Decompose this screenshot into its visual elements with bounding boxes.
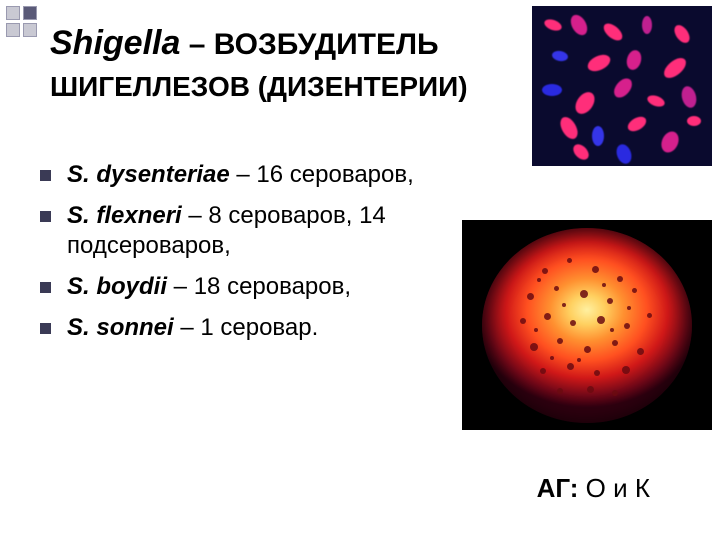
species-text: S. sonnei – 1 серовар.	[67, 313, 318, 344]
slide-title: Shigella – ВОЗБУДИТЕЛЬ ШИГЕЛЛЕЗОВ (ДИЗЕН…	[50, 22, 520, 104]
species-item: S. boydii – 18 сероваров,	[40, 272, 450, 303]
petri-dish-image	[462, 220, 712, 430]
species-name: S. dysenteriae	[67, 161, 230, 188]
species-text: S. flexneri – 8 сероваров, 14 подсеровар…	[67, 201, 450, 262]
microscopy-image	[532, 6, 712, 166]
species-item: S. dysenteriae – 16 сероваров,	[40, 160, 450, 191]
title-rest1: ВОЗБУДИТЕЛЬ	[214, 28, 439, 61]
footer-label: АГ:	[537, 473, 579, 503]
species-item: S. sonnei – 1 серовар.	[40, 313, 450, 344]
species-name: S. flexneri	[67, 202, 182, 229]
title-genus: Shigella	[50, 24, 180, 62]
species-serovars: – 18 сероваров,	[167, 273, 351, 300]
slide-corner-decoration	[6, 6, 37, 37]
footer-value: О и К	[578, 473, 650, 503]
bullet-icon	[40, 282, 51, 293]
antigen-footer: АГ: О и К	[537, 473, 650, 504]
species-name: S. sonnei	[67, 314, 174, 341]
title-line2: ШИГЕЛЛЕЗОВ (ДИЗЕНТЕРИИ)	[50, 69, 520, 104]
bullet-icon	[40, 170, 51, 181]
species-serovars: – 1 серовар.	[174, 314, 319, 341]
bullet-icon	[40, 323, 51, 334]
title-dash: –	[180, 28, 213, 61]
species-serovars: – 16 сероваров,	[230, 161, 414, 188]
species-item: S. flexneri – 8 сероваров, 14 подсеровар…	[40, 201, 450, 262]
species-text: S. dysenteriae – 16 сероваров,	[67, 160, 414, 191]
bullet-icon	[40, 211, 51, 222]
species-name: S. boydii	[67, 273, 167, 300]
species-list: S. dysenteriae – 16 сероваров, S. flexner…	[40, 160, 450, 354]
species-text: S. boydii – 18 сероваров,	[67, 272, 351, 303]
